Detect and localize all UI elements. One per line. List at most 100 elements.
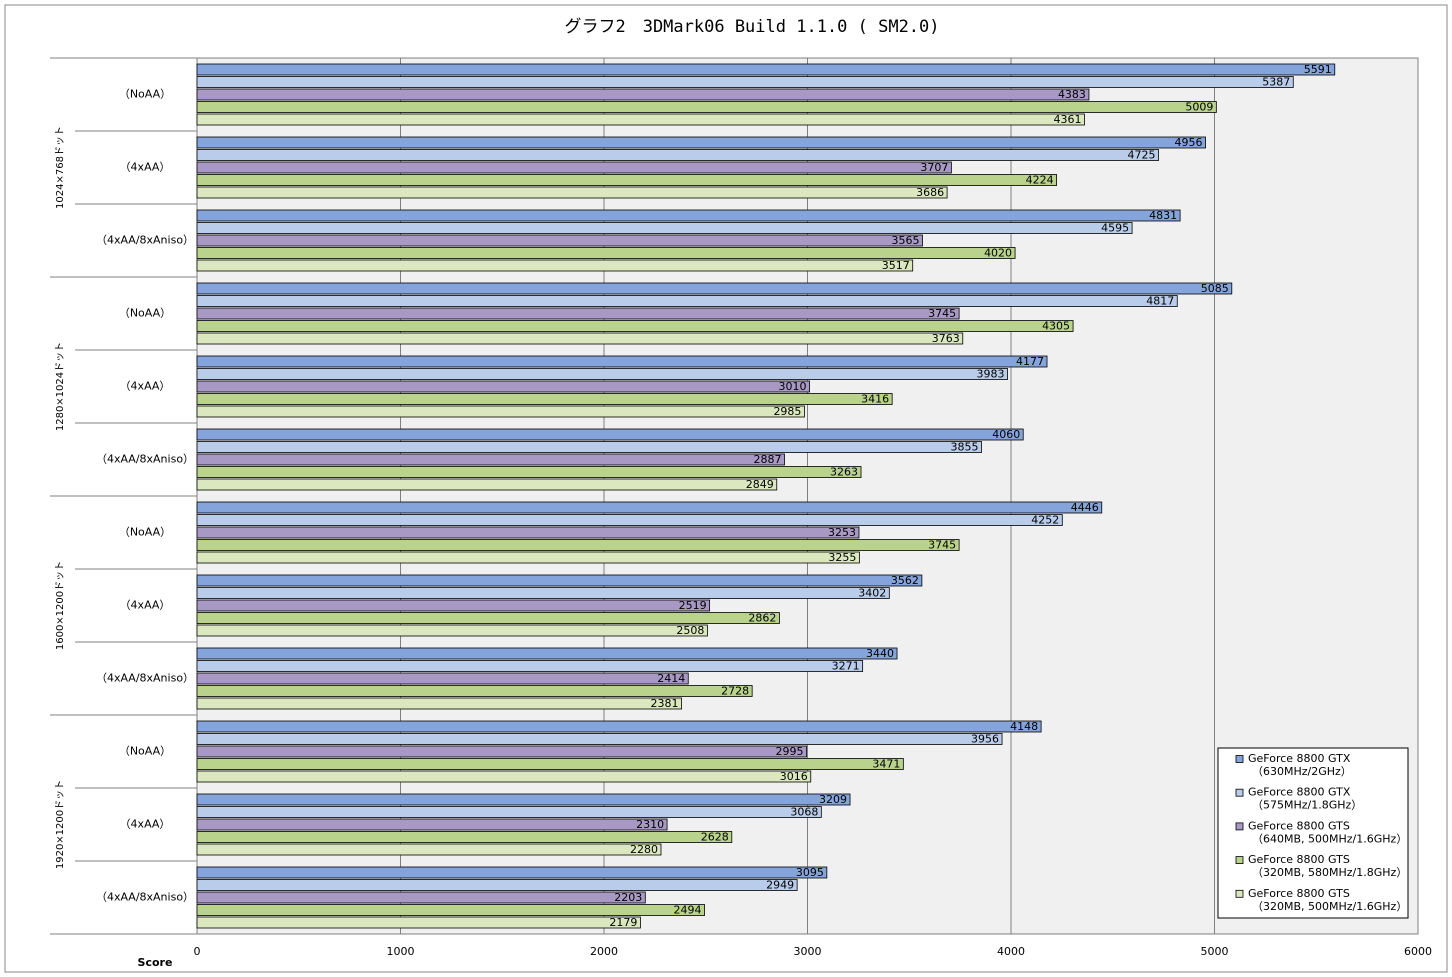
value-label: 4148 xyxy=(1010,720,1038,733)
bar xyxy=(196,247,1016,259)
value-label: 2508 xyxy=(676,624,704,637)
bar xyxy=(196,599,711,612)
value-label: 2203 xyxy=(614,891,642,904)
bar xyxy=(196,574,923,587)
bar xyxy=(196,647,898,660)
category-label: （NoAA） xyxy=(119,745,171,758)
value-label: 2849 xyxy=(746,478,774,491)
bar xyxy=(196,63,1336,76)
bar xyxy=(196,745,807,758)
bar xyxy=(196,307,960,320)
value-label: 3686 xyxy=(916,186,944,199)
bar xyxy=(196,149,1159,161)
bar xyxy=(196,320,1074,332)
group-label: 1920×1200ドット xyxy=(55,780,66,869)
bar xyxy=(196,733,1003,745)
value-label: 2728 xyxy=(721,685,749,698)
x-axis-label: Score xyxy=(138,956,173,969)
category-label: （NoAA） xyxy=(119,526,171,539)
x-tick-label: 1000 xyxy=(387,945,415,958)
bar xyxy=(196,393,893,405)
category-label: （4xAA） xyxy=(120,380,171,393)
bar xyxy=(196,501,1103,514)
legend-label: GeForce 8800 GTX xyxy=(1248,752,1351,765)
bar xyxy=(196,758,904,770)
value-label: 2381 xyxy=(651,697,679,710)
bar xyxy=(196,660,864,672)
x-tick-label: 2000 xyxy=(590,945,618,958)
value-label: 4224 xyxy=(1026,174,1054,187)
bar xyxy=(196,295,1178,307)
bar xyxy=(196,843,662,856)
bar xyxy=(196,101,1217,113)
bar xyxy=(196,770,812,783)
value-label: 4956 xyxy=(1175,136,1203,149)
value-label: 3253 xyxy=(828,526,856,539)
legend-swatch xyxy=(1235,856,1244,864)
bar xyxy=(196,88,1090,101)
category-label: （4xAA） xyxy=(120,818,171,831)
bar xyxy=(196,453,785,466)
value-label: 2887 xyxy=(754,453,782,466)
bar xyxy=(196,879,798,891)
bar xyxy=(196,332,964,345)
category-label: （4xAA） xyxy=(120,161,171,174)
category-label: （4xAA/8xAniso） xyxy=(96,453,194,466)
category-label: （NoAA） xyxy=(119,307,171,320)
bar xyxy=(196,76,1294,88)
value-label: 3517 xyxy=(882,259,910,272)
legend-label: GeForce 8800 GTS xyxy=(1248,853,1350,866)
legend-label: GeForce 8800 GTS xyxy=(1248,887,1350,900)
bar xyxy=(196,866,828,879)
bar xyxy=(196,234,923,247)
value-label: 2310 xyxy=(636,818,664,831)
value-label: 2628 xyxy=(701,831,729,844)
value-label: 5591 xyxy=(1304,63,1332,76)
value-label: 4252 xyxy=(1031,514,1059,527)
value-label: 3565 xyxy=(891,234,919,247)
value-label: 3263 xyxy=(830,466,858,479)
value-label: 2862 xyxy=(748,612,776,625)
bar xyxy=(196,904,705,916)
value-label: 3562 xyxy=(891,574,919,587)
bar xyxy=(196,259,914,272)
value-label: 3745 xyxy=(928,307,956,320)
value-label: 3255 xyxy=(828,551,856,564)
bar xyxy=(196,136,1206,149)
bar xyxy=(196,624,708,637)
value-label: 3271 xyxy=(832,660,860,673)
legend-detail: （630MHz/2GHz） xyxy=(1252,765,1352,778)
legend-swatch xyxy=(1235,788,1244,797)
bar xyxy=(196,209,1181,222)
category-label: （4xAA/8xAniso） xyxy=(96,234,194,247)
bar xyxy=(196,186,948,199)
legend-label: GeForce 8800 GTX xyxy=(1248,786,1351,799)
legend-swatch xyxy=(1235,755,1244,763)
value-label: 4305 xyxy=(1042,320,1070,333)
value-label: 3402 xyxy=(858,587,886,600)
value-label: 3763 xyxy=(932,332,960,345)
bar xyxy=(196,697,682,710)
bar xyxy=(196,818,668,831)
bar xyxy=(196,587,890,599)
bar xyxy=(196,405,805,418)
value-label: 4817 xyxy=(1146,295,1174,308)
group-label: 1600×1200ドット xyxy=(55,561,66,650)
legend-label: GeForce 8800 GTS xyxy=(1248,819,1350,832)
value-label: 2280 xyxy=(630,843,658,856)
bar xyxy=(196,916,641,929)
bar xyxy=(196,720,1042,733)
value-label: 3745 xyxy=(928,539,956,552)
value-label: 4177 xyxy=(1016,355,1044,368)
value-label: 3707 xyxy=(920,161,948,174)
bar xyxy=(196,113,1085,126)
bar xyxy=(196,685,753,697)
bar xyxy=(196,355,1048,368)
bar xyxy=(196,478,778,491)
value-label: 3416 xyxy=(861,393,889,406)
legend-detail: （640MB, 500MHz/1.6GHz） xyxy=(1252,832,1407,845)
value-label: 4446 xyxy=(1071,501,1099,514)
legend-detail: （320MB, 580MHz/1.8GHz） xyxy=(1252,866,1407,879)
bar xyxy=(196,222,1133,234)
value-label: 4383 xyxy=(1058,88,1086,101)
